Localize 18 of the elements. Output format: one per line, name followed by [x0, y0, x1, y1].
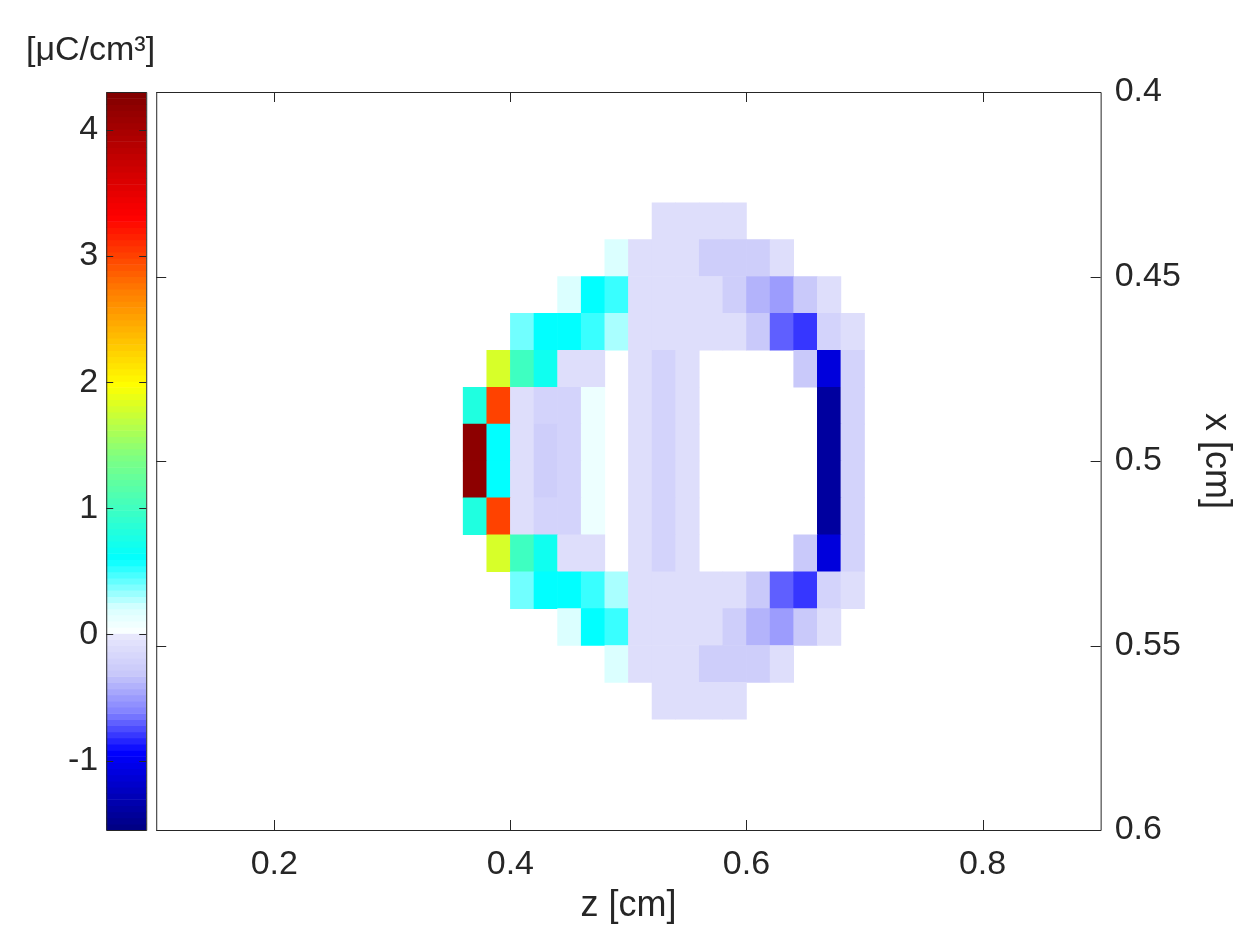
x-tick-label: 0.8: [958, 842, 1007, 881]
color-bar-label: 1: [79, 486, 99, 525]
x-tick-label: 0.6: [722, 842, 771, 881]
y-tick-label: 0.4: [1114, 70, 1162, 109]
y-tick-label: 0.45: [1114, 254, 1181, 293]
x-axis-title: z [cm]: [580, 883, 677, 925]
y-axis-title: x [cm]: [1198, 413, 1240, 509]
color-bar-label: 2: [79, 360, 99, 399]
x-tick-label: 0.4: [486, 842, 535, 881]
color-bar-title: [μC/cm³]: [26, 29, 156, 67]
y-tick-label: 0.6: [1114, 808, 1162, 847]
y-tick-label: 0.5: [1114, 439, 1162, 478]
y-tick-label: 0.55: [1114, 623, 1181, 662]
color-bar-label: 4: [79, 108, 99, 147]
color-bar-label: -1: [68, 738, 99, 777]
x-tick-label: 0.2: [250, 842, 298, 881]
color-bar-label: 0: [79, 612, 99, 651]
color-bar-label: 3: [79, 234, 99, 273]
